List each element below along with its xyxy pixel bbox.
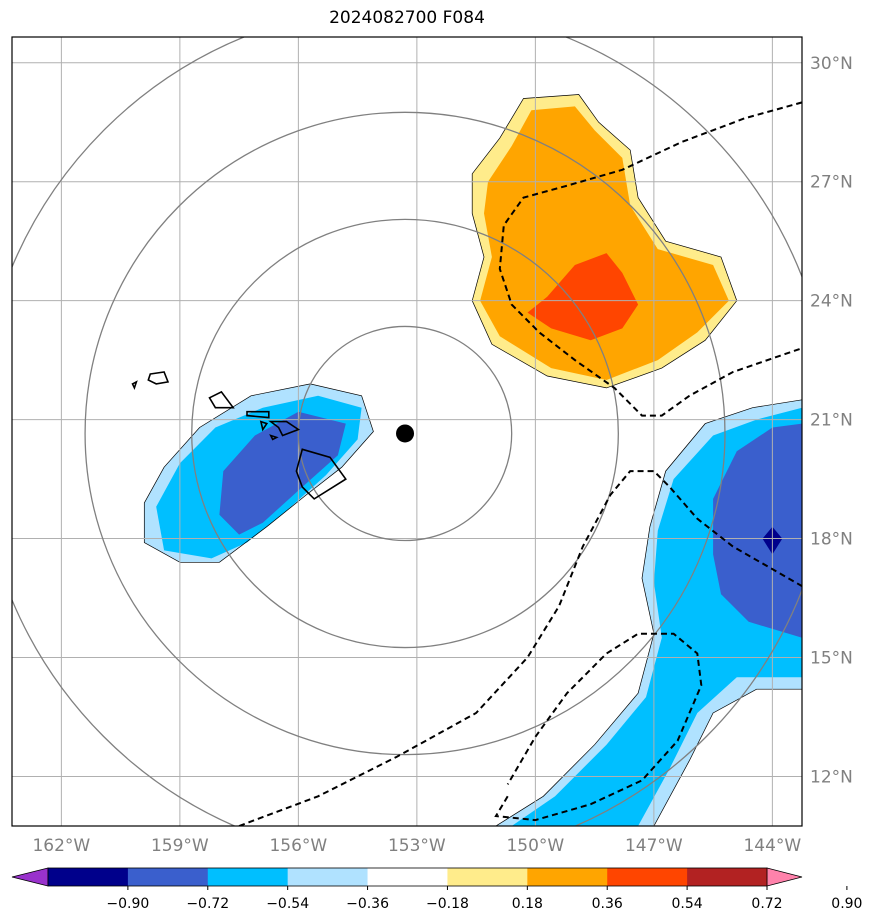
dashed-contour <box>498 101 802 417</box>
coastlines <box>131 371 347 500</box>
latitude-label: 24°N <box>810 292 853 312</box>
island-coastline <box>131 380 138 391</box>
colorbar-tick-label: 0.54 <box>672 896 703 912</box>
colorbar-tick-label: −0.18 <box>426 896 469 912</box>
range-ring <box>297 325 513 542</box>
colorbar-extend-max <box>766 867 803 887</box>
colorbar-tick-label: −0.72 <box>186 896 229 912</box>
island-coastline <box>147 371 170 385</box>
colorbar-tick-label: 0.18 <box>512 896 543 912</box>
shaded-region <box>713 423 802 638</box>
anomaly-shading <box>143 94 802 826</box>
map-title: 2024082700 F084 <box>329 8 485 28</box>
storm-center-marker <box>396 424 415 443</box>
range-ring <box>191 218 619 649</box>
island-coastline <box>268 420 301 437</box>
longitude-label: 156°W <box>269 836 327 856</box>
longitude-label: 147°W <box>625 836 683 856</box>
dashed-contours <box>238 101 802 826</box>
island-coastline <box>269 434 279 441</box>
dashed-contour <box>494 632 703 822</box>
shaded-region <box>219 411 346 535</box>
island-coastline <box>208 390 235 409</box>
contour-outline <box>143 383 374 563</box>
colorbar-tick-label: −0.90 <box>106 896 149 912</box>
longitude-label: 144°W <box>743 836 801 856</box>
dashed-contour <box>238 470 802 826</box>
longitude-label: 150°W <box>506 836 564 856</box>
colorbar-tick-label: 0.72 <box>751 896 782 912</box>
colorbar-extend-min <box>11 867 49 887</box>
island-coastline <box>246 410 270 419</box>
longitude-label: 159°W <box>151 836 209 856</box>
colorbar-bin <box>687 868 768 886</box>
latitude-label: 18°N <box>810 530 853 550</box>
colorbar-bin <box>607 868 688 886</box>
colorbar-bin <box>527 868 608 886</box>
latitude-label: 27°N <box>810 173 853 193</box>
colorbar <box>11 867 803 887</box>
colorbar-bin <box>127 868 209 886</box>
gridlines <box>12 37 802 826</box>
colorbar-tick-label: −0.54 <box>266 896 309 912</box>
colorbar-tick-labels: −0.90 −0.72 −0.54 −0.36 −0.18 0.18 0.36 0.54 0.7… <box>106 886 862 912</box>
latitude-label: 12°N <box>810 767 853 787</box>
island-coastline <box>259 420 269 432</box>
latitude-label: 30°N <box>810 54 853 74</box>
colorbar-bin <box>447 868 528 886</box>
island-coastline <box>295 448 347 500</box>
map-frame <box>11 36 803 827</box>
longitude-tick-labels: 162°W 159°W 156°W 153°W 150°W 147°W 144°W <box>32 836 801 856</box>
colorbar-bin <box>48 868 129 886</box>
shaded-region <box>527 253 639 341</box>
longitude-label: 153°W <box>388 836 446 856</box>
colorbar-tick-label: 0.90 <box>831 896 862 912</box>
storm-center-dot <box>396 424 415 443</box>
colorbar-bin <box>367 868 448 886</box>
colorbar-tick-label: −0.36 <box>346 896 389 912</box>
colorbar-bin <box>287 868 369 886</box>
longitude-label: 162°W <box>32 836 90 856</box>
latitude-label: 15°N <box>810 648 853 668</box>
colorbar-bin <box>207 868 289 886</box>
contour-outline <box>495 399 802 826</box>
range-ring <box>84 111 726 756</box>
latitude-tick-labels: 12°N 15°N 18°N 21°N 24°N 27°N 30°N <box>810 54 853 788</box>
latitude-label: 21°N <box>810 411 853 431</box>
colorbar-tick-label: 0.36 <box>592 896 623 912</box>
colorbar-outline <box>47 867 768 887</box>
range-rings <box>12 37 802 826</box>
